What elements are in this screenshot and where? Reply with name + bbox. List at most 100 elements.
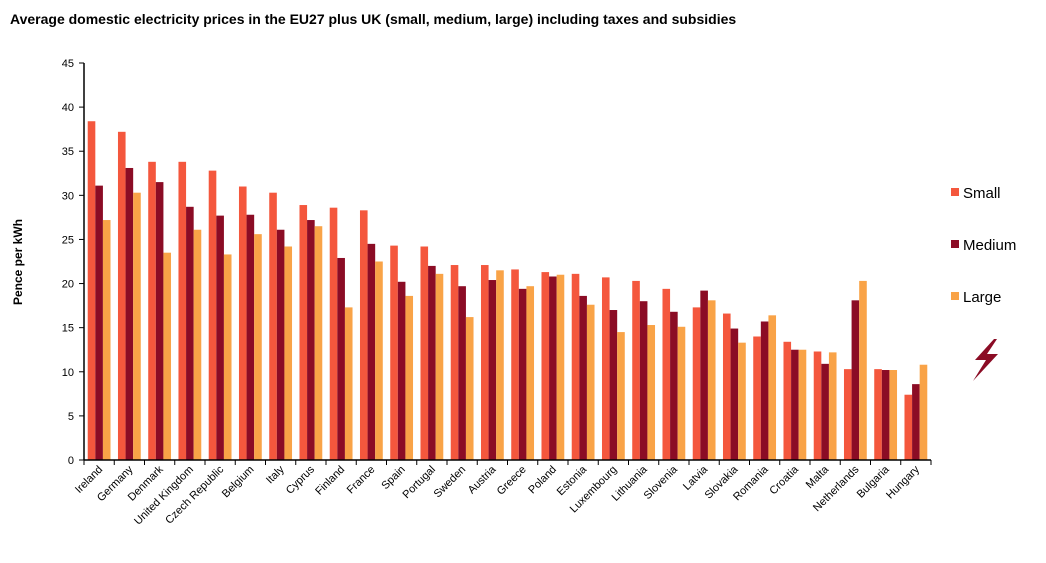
bar-small-germany [117,131,126,460]
bar-large-germany [133,192,141,460]
x-tick-label: Poland [526,464,559,497]
x-tick-label: Hungary [884,463,922,501]
bar-medium-greece [518,288,527,460]
y-axis-label: Pence per kWh [11,219,25,305]
legend-label-small: Small [963,185,1001,202]
bar-small-poland [541,272,550,460]
bar-medium-slovenia [670,311,678,460]
bar-small-bulgaria [874,369,882,460]
x-tick-label: France [345,464,378,497]
x-tick-label: Croatia [767,463,801,497]
bar-medium-latvia [700,290,708,460]
bar-small-romania [753,336,761,460]
bar-large-malta [828,352,837,460]
bar-medium-germany [125,167,134,461]
bar-medium-finland [337,257,345,460]
bar-large-luxembourg [617,332,625,460]
bar-small-sweden [450,265,459,460]
bar-medium-hungary [912,384,920,460]
bar-small-slovakia [722,313,731,460]
bar-large-belgium [254,234,262,460]
bar-small-greece [511,269,519,460]
bar-large-hungary [919,364,928,460]
bar-large-slovenia [677,326,686,460]
plot-area: 051015202530354045IrelandGermanyDenmarkU… [62,58,932,527]
legend-label-large: Large [963,289,1001,306]
x-tick-label: Slovenia [642,463,681,502]
x-tick-label: Portugal [401,464,438,501]
bar-small-belgium [238,186,247,460]
bar-small-czech-republic [208,170,217,460]
bar-large-denmark [163,252,172,460]
bar-medium-netherlands [851,300,860,460]
bar-small-slovenia [662,288,671,460]
x-tick-label: Italy [264,463,287,486]
bar-large-romania [768,315,777,460]
bar-medium-france [367,243,376,460]
bar-medium-poland [549,276,557,460]
bar-medium-bulgaria [881,370,890,460]
bar-large-ireland [102,220,111,460]
chart-title: Average domestic electricity prices in t… [10,11,736,27]
y-tick-label: 15 [62,323,74,335]
bar-large-croatia [798,349,807,460]
legend-swatch-large [951,292,959,300]
bar-medium-luxembourg [609,310,618,460]
bar-large-finland [344,307,353,460]
x-tick-label: Finland [313,464,347,498]
y-tick-label: 10 [62,367,74,379]
bar-large-slovakia [738,342,746,460]
bar-medium-austria [488,280,497,460]
x-tick-label: Sweden [432,464,469,501]
y-tick-label: 20 [62,279,74,291]
bar-small-united-kingdom [178,161,187,460]
bar-medium-ireland [95,185,103,460]
bar-medium-czech-republic [216,215,224,460]
bar-small-latvia [692,307,701,460]
bar-medium-denmark [155,182,164,460]
bar-large-cyprus [314,226,323,460]
bar-medium-belgium [246,214,255,460]
bar-medium-romania [760,321,769,460]
bar-medium-croatia [791,349,799,460]
bar-large-united-kingdom [193,229,202,460]
y-tick-label: 45 [62,58,74,70]
bar-medium-portugal [428,265,436,460]
y-tick-label: 25 [62,234,74,246]
bar-large-greece [526,286,535,460]
bar-large-poland [556,274,565,460]
bar-medium-sweden [458,286,466,460]
bar-small-france [359,210,368,460]
bar-large-netherlands [859,280,867,460]
y-tick-label: 30 [62,190,74,202]
bar-large-austria [496,270,504,460]
bar-small-spain [390,245,398,460]
bar-medium-italy [276,229,285,460]
y-tick-label: 40 [62,102,74,114]
x-tick-label: Malta [804,463,832,491]
bar-small-denmark [148,161,156,460]
bar-large-bulgaria [889,370,898,460]
bar-small-croatia [783,341,792,460]
y-tick-label: 5 [68,411,74,423]
x-tick-label: Belgium [220,464,257,501]
legend-swatch-medium [951,240,959,248]
bar-large-estonia [586,304,595,460]
bar-large-italy [284,246,293,460]
bar-large-lithuania [647,325,656,460]
bar-medium-slovakia [730,328,739,460]
bar-small-malta [813,351,822,460]
x-tick-label: Greece [495,464,529,498]
bar-small-lithuania [632,280,640,460]
bar-large-czech-republic [223,254,232,460]
bar-large-spain [405,295,414,460]
bar-large-latvia [707,300,716,460]
bar-medium-cyprus [307,220,315,460]
bar-medium-estonia [579,295,587,460]
bar-small-hungary [904,394,913,460]
bar-medium-lithuania [639,301,648,460]
bar-small-estonia [571,273,580,460]
bar-medium-malta [821,363,829,460]
bar-large-portugal [435,273,444,460]
